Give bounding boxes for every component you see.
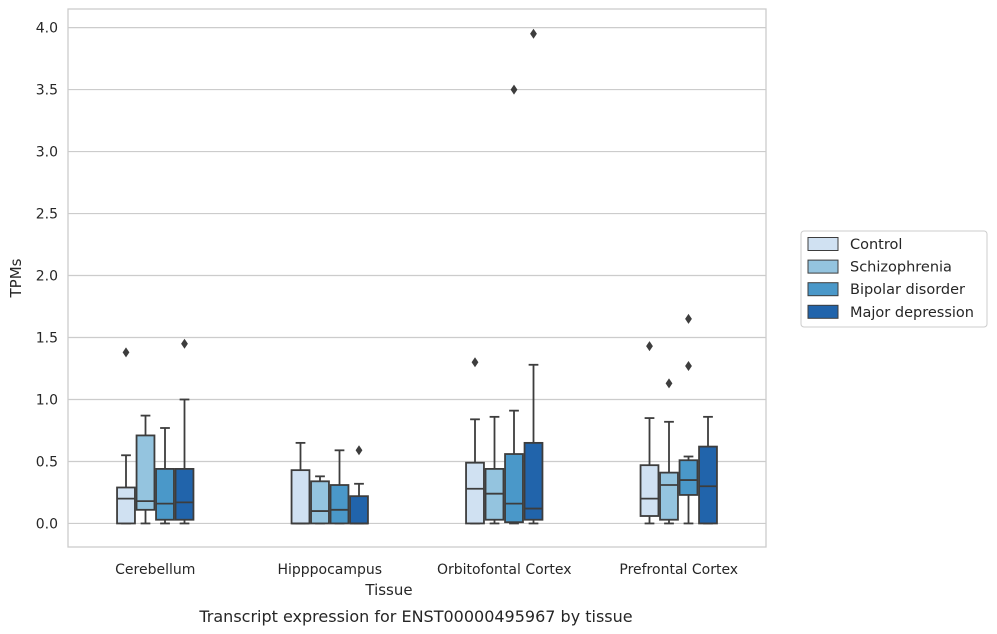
outlier-marker (685, 313, 692, 324)
box-item (523, 28, 544, 525)
outlier-marker (181, 338, 188, 349)
y-axis-ticks: 0.0 0.5 1.0 1.5 2.0 2.5 3.0 3.5 4.0 (36, 21, 58, 533)
box-iqr (659, 471, 679, 521)
legend-swatch (807, 237, 839, 251)
legend-label: Schizophrenia (850, 260, 952, 276)
x-axis-label: Tissue (364, 581, 412, 599)
box-item (504, 84, 524, 525)
legend-swatch (807, 282, 839, 297)
x-tick-label: Hipppocampus (277, 562, 382, 578)
box-item (135, 414, 156, 525)
category-group (639, 313, 718, 525)
box-iqr (678, 459, 699, 496)
x-axis-ticks: Cerebellum Hipppocampus Orbitofontal Corte… (115, 562, 738, 578)
box-item (678, 313, 699, 525)
legend-swatch (807, 259, 839, 274)
legend-label: Bipolar disorder (850, 282, 965, 298)
box-item (310, 475, 330, 525)
box-item (465, 357, 485, 525)
box-iqr (639, 464, 660, 517)
box-iqr (349, 495, 369, 525)
box-item (290, 441, 311, 525)
y-tick-label: 2.5 (36, 207, 58, 223)
box-iqr (155, 468, 175, 521)
outlier-marker (122, 347, 130, 358)
box-iqr (504, 453, 524, 524)
box-item (349, 445, 369, 525)
y-tick-label: 2.0 (36, 269, 58, 285)
x-tick-label: Cerebellum (115, 562, 195, 578)
outlier-marker (510, 84, 518, 95)
box-item (174, 338, 195, 525)
category-group (465, 28, 544, 525)
box-item (116, 347, 136, 525)
box-item (329, 449, 350, 525)
box-item (698, 415, 718, 525)
y-tick-label: 1.0 (36, 392, 58, 408)
y-tick-label: 0.0 (36, 516, 58, 532)
legend-label: Major depression (850, 305, 974, 321)
y-tick-label: 0.5 (36, 454, 58, 470)
box-iqr (329, 484, 350, 525)
box-iqr (135, 434, 156, 511)
box-iqr (290, 469, 311, 525)
y-axis-label: TPMs (7, 258, 25, 298)
legend-label: Control (850, 237, 902, 253)
x-tick-label: Orbitofontal Cortex (437, 562, 572, 578)
y-tick-label: 3.5 (36, 83, 58, 99)
box-iqr (174, 468, 195, 521)
outlier-marker (665, 378, 673, 389)
y-tick-label: 1.5 (36, 331, 58, 347)
box-item (155, 427, 175, 525)
outlier-marker (685, 361, 692, 372)
grid-lines (68, 26, 766, 525)
y-tick-label: 4.0 (36, 21, 58, 37)
outlier-marker (471, 357, 479, 368)
box-item (639, 341, 660, 525)
category-group (290, 441, 369, 525)
legend-swatch (807, 304, 839, 319)
box-groups (116, 28, 718, 525)
plot-frame (67, 8, 767, 548)
legend-items: Control Schizophrenia Bipolar disorder Majo… (807, 237, 974, 321)
box-iqr (523, 441, 544, 521)
legend: Control Schizophrenia Bipolar disorder Majo… (800, 230, 988, 328)
x-tick-label: Prefrontal Cortex (619, 562, 738, 578)
category-group (116, 338, 195, 525)
box-iqr (310, 480, 330, 525)
figure-caption: Transcript expression for ENST0000049596… (198, 607, 632, 626)
y-tick-label: 3.0 (36, 145, 58, 161)
box-item (484, 415, 505, 525)
box-item (659, 378, 679, 525)
box-iqr (698, 445, 718, 525)
outlier-marker (355, 445, 363, 456)
box-iqr (465, 461, 485, 525)
legend-frame (800, 230, 988, 328)
outlier-marker (530, 28, 537, 39)
outlier-marker (646, 341, 653, 352)
box-iqr (116, 486, 136, 525)
